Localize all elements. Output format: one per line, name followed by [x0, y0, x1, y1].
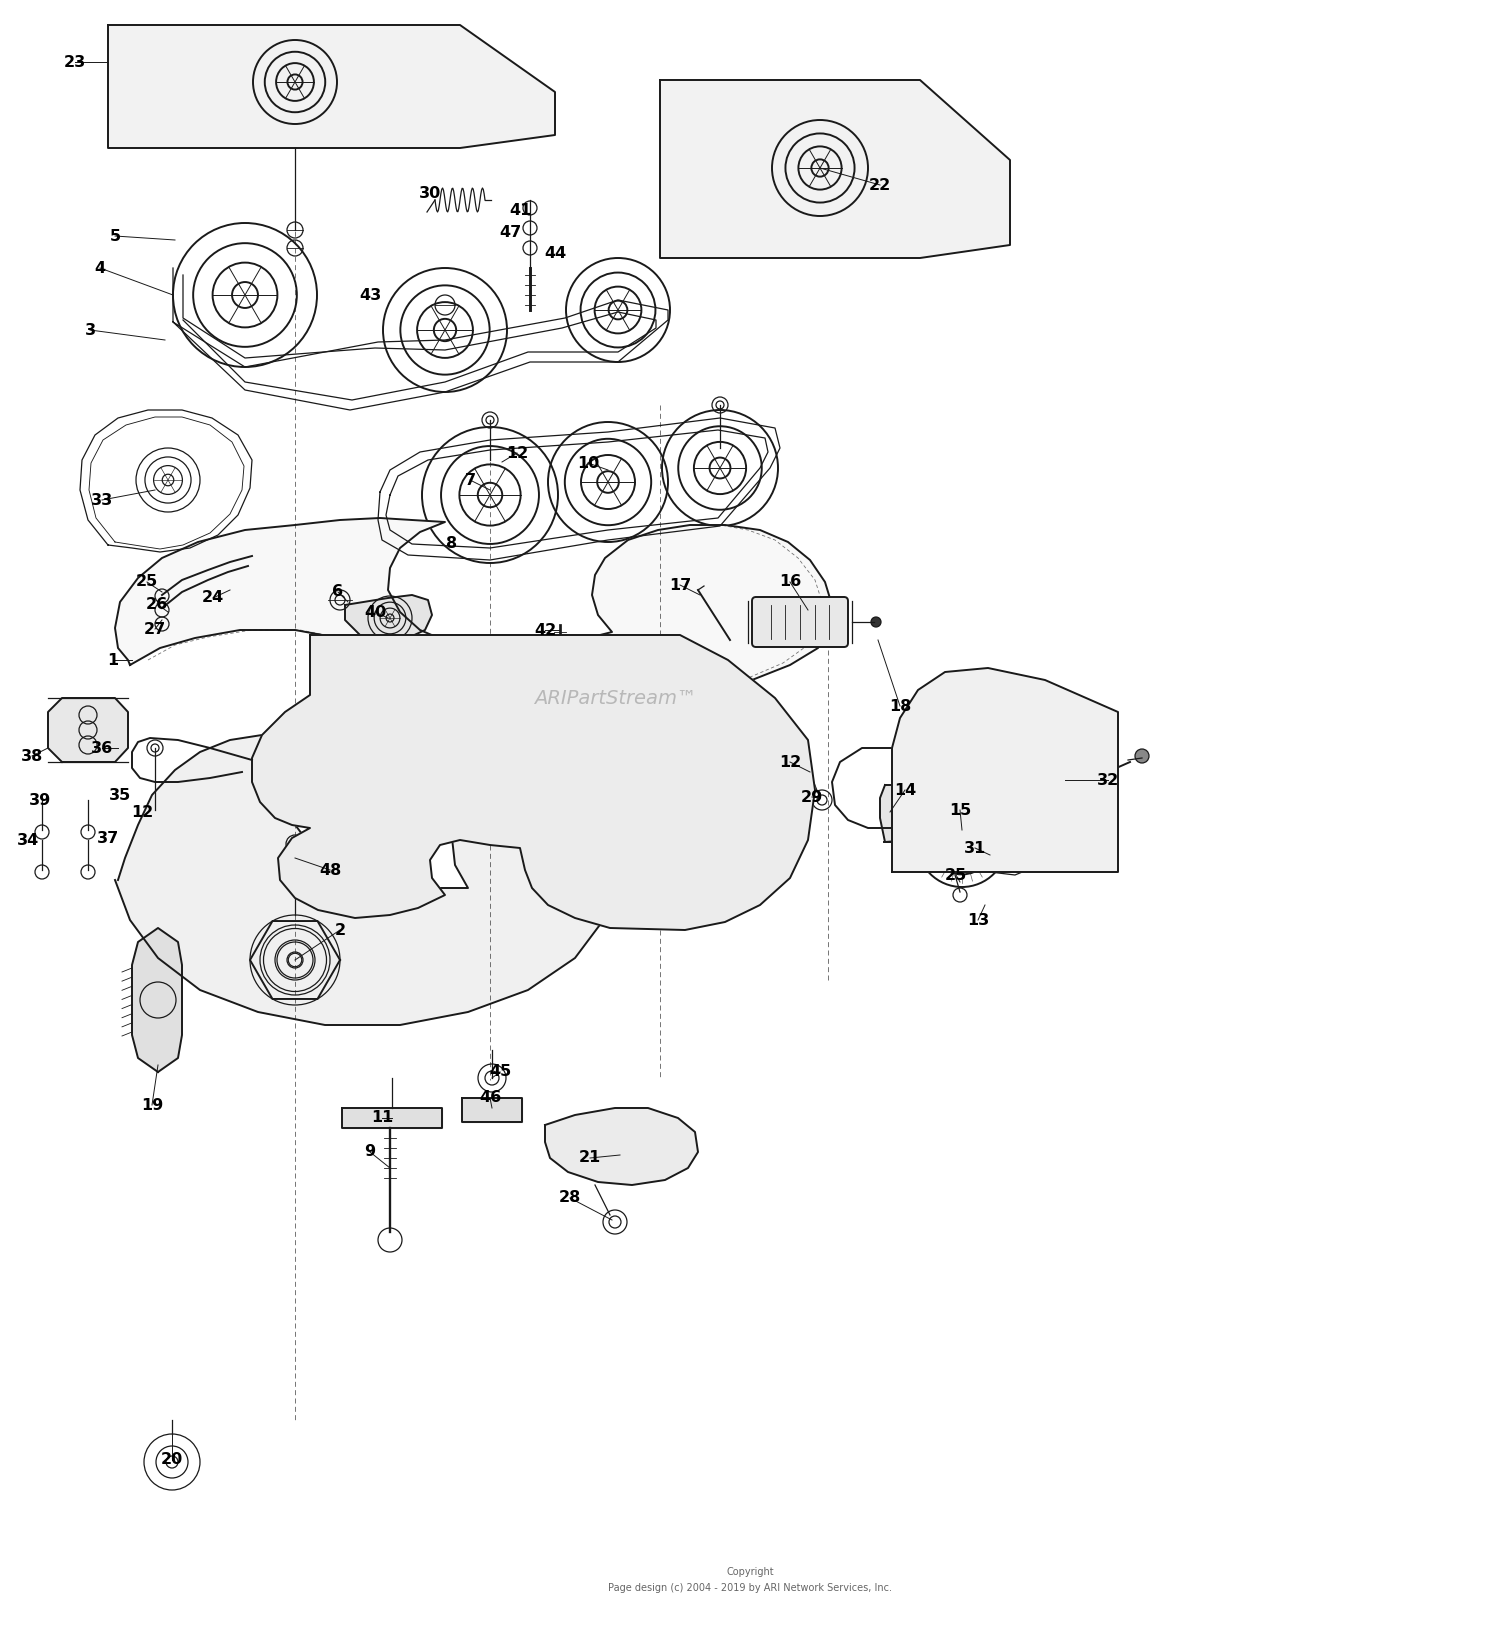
- Polygon shape: [48, 698, 128, 761]
- Text: 32: 32: [1096, 773, 1119, 787]
- Text: 25: 25: [136, 574, 158, 589]
- Text: 17: 17: [669, 578, 692, 592]
- Polygon shape: [132, 927, 182, 1072]
- Text: 46: 46: [478, 1090, 501, 1105]
- Text: 5: 5: [110, 228, 120, 244]
- Text: 40: 40: [364, 605, 386, 620]
- Text: 2: 2: [334, 923, 345, 937]
- Text: 42: 42: [534, 623, 556, 638]
- Text: 28: 28: [560, 1191, 580, 1206]
- Text: 30: 30: [419, 185, 441, 200]
- Text: 34: 34: [16, 833, 39, 848]
- Text: 19: 19: [141, 1098, 164, 1113]
- Text: 37: 37: [98, 830, 118, 846]
- Polygon shape: [880, 784, 942, 843]
- Text: 21: 21: [579, 1150, 602, 1165]
- Text: 26: 26: [146, 597, 168, 612]
- Text: 10: 10: [578, 456, 598, 470]
- Text: 6: 6: [333, 584, 344, 599]
- Text: 13: 13: [968, 913, 988, 927]
- Text: 33: 33: [92, 493, 112, 508]
- Text: 45: 45: [489, 1064, 512, 1079]
- Text: 23: 23: [64, 54, 86, 70]
- Text: 39: 39: [28, 792, 51, 807]
- Text: 4: 4: [94, 260, 105, 275]
- Polygon shape: [660, 80, 1010, 259]
- Polygon shape: [892, 669, 1118, 872]
- Text: 29: 29: [801, 789, 824, 804]
- Polygon shape: [108, 24, 555, 148]
- FancyBboxPatch shape: [752, 597, 847, 648]
- Text: 38: 38: [21, 748, 44, 763]
- Text: 12: 12: [130, 804, 153, 820]
- Polygon shape: [116, 735, 618, 1025]
- Text: 20: 20: [160, 1453, 183, 1468]
- Text: Copyright
Page design (c) 2004 - 2019 by ARI Network Services, Inc.: Copyright Page design (c) 2004 - 2019 by…: [608, 1567, 892, 1593]
- Text: 8: 8: [447, 535, 458, 550]
- Text: 18: 18: [890, 698, 910, 714]
- Text: 16: 16: [778, 574, 801, 589]
- Text: 27: 27: [144, 622, 166, 636]
- Circle shape: [1136, 748, 1149, 763]
- Polygon shape: [544, 1108, 698, 1184]
- Text: 14: 14: [894, 783, 916, 797]
- Text: 47: 47: [500, 225, 520, 239]
- Polygon shape: [342, 1108, 442, 1128]
- Text: 35: 35: [110, 787, 130, 802]
- Text: 44: 44: [544, 246, 566, 260]
- Text: 31: 31: [964, 841, 986, 856]
- Text: 25: 25: [945, 867, 968, 882]
- Text: ARIPartStream™: ARIPartStream™: [534, 688, 696, 708]
- Polygon shape: [252, 635, 814, 931]
- Text: 3: 3: [84, 322, 96, 337]
- Polygon shape: [116, 517, 832, 688]
- Polygon shape: [345, 595, 432, 639]
- Text: 7: 7: [465, 472, 476, 488]
- Text: 22: 22: [868, 177, 891, 192]
- Text: 48: 48: [320, 862, 340, 877]
- Text: 43: 43: [358, 288, 381, 303]
- Text: 36: 36: [92, 740, 112, 755]
- Text: 41: 41: [509, 202, 531, 218]
- Text: 9: 9: [364, 1144, 375, 1160]
- Text: 11: 11: [370, 1111, 393, 1126]
- Text: 12: 12: [778, 755, 801, 770]
- Text: 1: 1: [108, 652, 118, 667]
- Text: 24: 24: [202, 591, 223, 605]
- Text: 12: 12: [506, 446, 528, 460]
- Polygon shape: [462, 1098, 522, 1123]
- Circle shape: [871, 617, 880, 626]
- Text: 15: 15: [950, 802, 970, 817]
